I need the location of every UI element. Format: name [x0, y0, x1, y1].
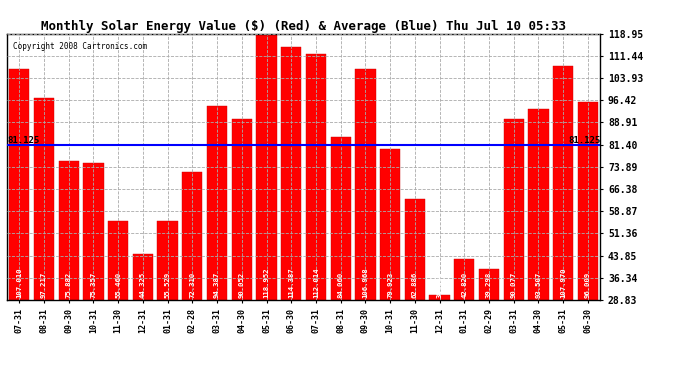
Text: 97.217: 97.217	[41, 272, 47, 298]
Bar	[257, 34, 277, 300]
Text: 44.325: 44.325	[140, 272, 146, 298]
Bar	[232, 119, 252, 300]
Bar	[108, 221, 128, 300]
Text: 93.507: 93.507	[535, 272, 542, 298]
Text: 107.970: 107.970	[560, 267, 566, 298]
Text: 96.009: 96.009	[585, 272, 591, 298]
Text: 90.052: 90.052	[239, 272, 245, 298]
Text: 81.125: 81.125	[568, 136, 600, 145]
Text: 84.060: 84.060	[337, 272, 344, 298]
Bar	[182, 171, 202, 300]
Text: 55.460: 55.460	[115, 272, 121, 298]
Bar	[83, 162, 104, 300]
Title: Monthly Solar Energy Value ($) (Red) & Average (Blue) Thu Jul 10 05:33: Monthly Solar Energy Value ($) (Red) & A…	[41, 20, 566, 33]
Bar	[479, 269, 499, 300]
Bar	[429, 295, 450, 300]
Bar	[207, 106, 227, 300]
Text: 81.125: 81.125	[7, 136, 39, 145]
Text: 90.077: 90.077	[511, 272, 517, 298]
Text: 62.886: 62.886	[412, 272, 418, 298]
Text: 72.310: 72.310	[189, 272, 195, 298]
Text: 55.529: 55.529	[165, 272, 170, 298]
Bar	[405, 200, 425, 300]
Text: 75.357: 75.357	[90, 272, 97, 298]
Text: 75.882: 75.882	[66, 272, 72, 298]
Bar	[306, 54, 326, 300]
Bar	[454, 259, 475, 300]
Bar	[529, 109, 549, 300]
Bar	[157, 221, 178, 300]
Text: Copyright 2008 Cartronics.com: Copyright 2008 Cartronics.com	[13, 42, 147, 51]
Bar	[578, 102, 598, 300]
Bar	[380, 149, 400, 300]
Text: 30.601: 30.601	[437, 272, 442, 298]
Bar	[9, 69, 30, 300]
Bar	[59, 161, 79, 300]
Bar	[331, 137, 351, 300]
Text: 118.952: 118.952	[264, 267, 270, 298]
Text: 106.968: 106.968	[362, 267, 368, 298]
Text: 112.014: 112.014	[313, 267, 319, 298]
Text: 79.923: 79.923	[387, 272, 393, 298]
Text: 42.820: 42.820	[462, 272, 467, 298]
Bar	[281, 47, 302, 300]
Bar	[504, 119, 524, 300]
Bar	[553, 66, 573, 300]
Bar	[34, 98, 54, 300]
Bar	[355, 69, 375, 300]
Text: 107.010: 107.010	[17, 267, 22, 298]
Text: 114.387: 114.387	[288, 267, 294, 298]
Text: 94.387: 94.387	[214, 272, 220, 298]
Text: 39.298: 39.298	[486, 272, 492, 298]
Bar	[132, 254, 153, 300]
